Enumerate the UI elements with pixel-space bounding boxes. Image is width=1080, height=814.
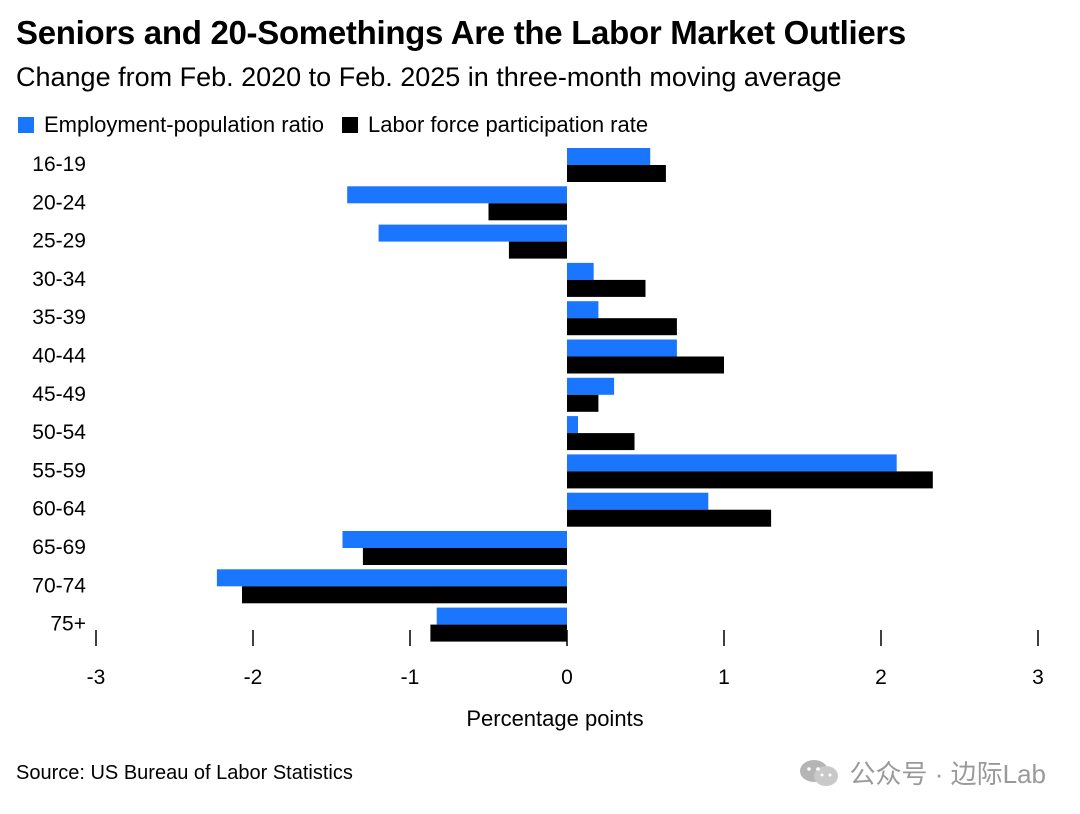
- chart-title: Seniors and 20-Somethings Are the Labor …: [16, 14, 906, 51]
- bar-employment-population: [342, 531, 567, 548]
- bar-employment-population: [567, 148, 651, 165]
- legend-swatch-participation: [342, 117, 359, 133]
- x-tick-label: 2: [875, 666, 887, 689]
- bar-employment-population: [567, 377, 615, 395]
- bar-participation-rate: [242, 586, 567, 604]
- bar-employment-population: [567, 301, 599, 319]
- bar-employment-population: [567, 416, 578, 434]
- category-label: 75+: [50, 613, 86, 636]
- x-tick-label: -2: [244, 666, 263, 689]
- bar-participation-rate: [488, 203, 567, 221]
- legend-label-employment: Employment-population ratio: [44, 112, 325, 137]
- bar-participation-rate: [567, 471, 933, 489]
- wechat-icon: [799, 759, 838, 786]
- bar-participation-rate: [567, 279, 646, 297]
- bar-participation-rate: [567, 509, 772, 527]
- category-label: 65-69: [32, 536, 86, 559]
- legend-label-participation: Labor force participation rate: [368, 112, 649, 137]
- legend: Employment-population ratio Labor force …: [18, 112, 666, 138]
- bar-participation-rate: [508, 241, 567, 259]
- bar-employment-population: [567, 454, 897, 472]
- category-label: 55-59: [32, 459, 86, 482]
- bar-participation-rate: [567, 394, 599, 412]
- bar-participation-rate: [430, 624, 567, 642]
- x-axis-label: Percentage points: [466, 706, 643, 731]
- category-label: 30-34: [32, 268, 86, 291]
- x-tick-label: 3: [1032, 666, 1044, 689]
- bar-employment-population: [567, 339, 677, 357]
- legend-item-employment: Employment-population ratio: [18, 112, 324, 138]
- bar-participation-rate: [567, 356, 724, 374]
- watermark-text: 公众号 · 边际Lab: [849, 759, 1047, 789]
- bar-participation-rate: [567, 433, 635, 451]
- legend-swatch-employment: [18, 117, 34, 133]
- category-label: 20-24: [32, 191, 86, 214]
- bar-participation-rate: [567, 318, 677, 336]
- x-tick-label: -3: [87, 666, 106, 689]
- watermark: 公众号 · 边际Lab: [798, 754, 1047, 791]
- bar-employment-population: [567, 492, 709, 510]
- category-label: 70-74: [32, 574, 86, 597]
- category-label: 16-19: [32, 153, 86, 176]
- legend-item-participation: Labor force participation rate: [342, 112, 648, 138]
- category-label: 35-39: [32, 306, 86, 329]
- bar-employment-population: [378, 224, 567, 242]
- bar-participation-rate: [362, 548, 567, 565]
- x-tick-label: -1: [401, 666, 420, 689]
- category-label: 60-64: [32, 498, 86, 521]
- x-tick-label: 1: [718, 666, 730, 689]
- x-tick-label: 0: [561, 666, 573, 689]
- bar-participation-rate: [567, 165, 666, 182]
- bar-employment-population: [436, 607, 567, 625]
- category-label: 25-29: [32, 230, 86, 253]
- category-label: 45-49: [32, 383, 86, 406]
- bar-employment-population: [216, 569, 567, 587]
- category-label: 50-54: [32, 421, 86, 444]
- source-note: Source: US Bureau of Labor Statistics: [16, 762, 353, 784]
- bar-employment-population: [567, 262, 594, 280]
- chart-subtitle: Change from Feb. 2020 to Feb. 2025 in th…: [16, 62, 842, 92]
- bar-employment-population: [347, 186, 567, 204]
- category-label: 40-44: [32, 345, 86, 368]
